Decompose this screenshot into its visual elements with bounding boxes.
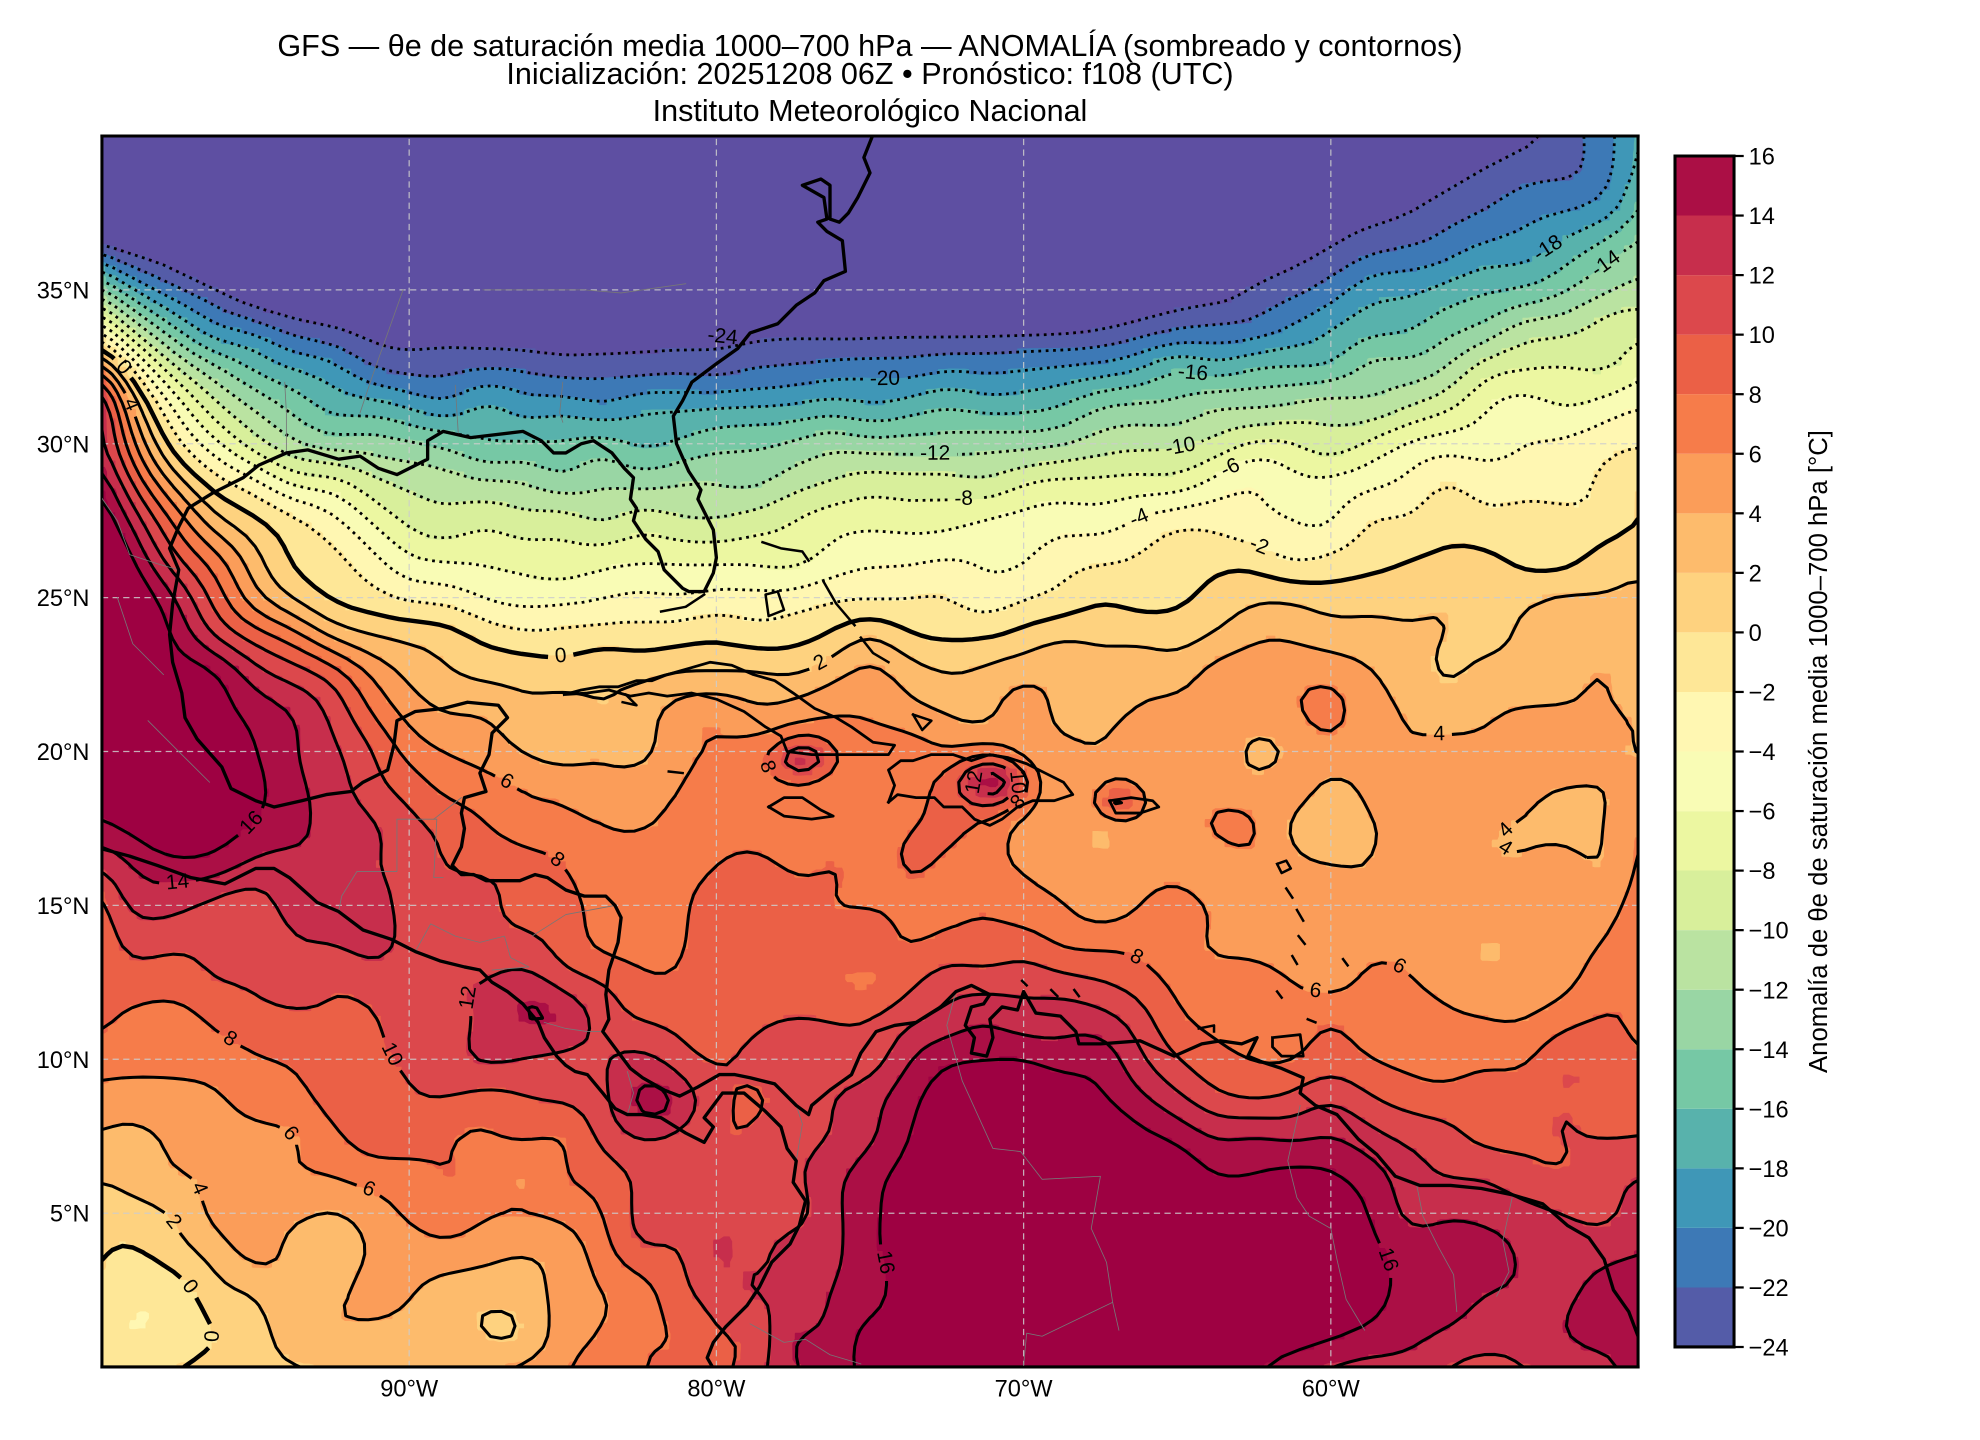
svg-text:−18: −18 [1749,1157,1789,1183]
svg-text:5°N: 5°N [50,1202,90,1228]
svg-text:Instituto Meteorológico Nacion: Instituto Meteorológico Nacional [653,94,1088,128]
svg-text:25°N: 25°N [37,586,90,612]
svg-text:10: 10 [1005,769,1030,794]
svg-text:6: 6 [1749,442,1762,468]
svg-text:0: 0 [201,1330,224,1342]
svg-text:−24: −24 [1749,1336,1789,1362]
svg-text:2: 2 [1749,561,1762,587]
svg-text:−12: −12 [1749,978,1789,1004]
svg-text:-16: -16 [1177,360,1209,386]
svg-text:Inicialización: 20251208 06Z •: Inicialización: 20251208 06Z • Pronóstic… [506,57,1233,91]
svg-text:35°N: 35°N [37,278,90,304]
svg-text:−2: −2 [1749,681,1776,707]
svg-text:30°N: 30°N [37,432,90,458]
svg-text:−20: −20 [1749,1216,1789,1242]
svg-text:80°W: 80°W [687,1377,746,1403]
svg-text:-10: -10 [1163,432,1197,460]
svg-text:8: 8 [1749,383,1762,409]
svg-text:16: 16 [872,1249,899,1276]
svg-text:4: 4 [1433,722,1445,745]
svg-text:0: 0 [1749,621,1762,647]
svg-text:16: 16 [1749,145,1775,171]
svg-text:−6: −6 [1749,800,1776,826]
svg-text:70°W: 70°W [995,1377,1054,1403]
svg-text:14: 14 [1749,204,1775,230]
svg-text:4: 4 [1749,502,1762,528]
svg-text:−14: −14 [1749,1038,1789,1064]
svg-text:10°N: 10°N [37,1048,90,1074]
svg-text:-8: -8 [954,487,973,511]
svg-text:60°W: 60°W [1302,1377,1361,1403]
svg-text:−10: −10 [1749,919,1789,945]
svg-text:GFS — θe de saturación media 1: GFS — θe de saturación media 1000–700 hP… [277,28,1462,63]
svg-text:−4: −4 [1749,740,1776,766]
svg-text:−8: −8 [1749,859,1776,885]
svg-text:12: 12 [961,769,988,796]
svg-text:10: 10 [1749,323,1775,349]
svg-text:90°W: 90°W [380,1377,439,1403]
svg-text:15°N: 15°N [37,894,90,920]
svg-text:6: 6 [1308,978,1323,1002]
svg-text:−22: −22 [1749,1276,1789,1302]
svg-text:-12: -12 [920,442,950,465]
svg-text:−16: −16 [1749,1097,1789,1123]
svg-text:0: 0 [554,644,568,668]
svg-text:12: 12 [455,984,481,1010]
svg-text:Anomalía de θe de saturación m: Anomalía de θe de saturación media 1000–… [1805,430,1833,1073]
svg-text:-20: -20 [870,367,900,391]
svg-text:12: 12 [1749,264,1775,290]
svg-text:-24: -24 [706,323,738,349]
svg-text:20°N: 20°N [37,740,90,766]
